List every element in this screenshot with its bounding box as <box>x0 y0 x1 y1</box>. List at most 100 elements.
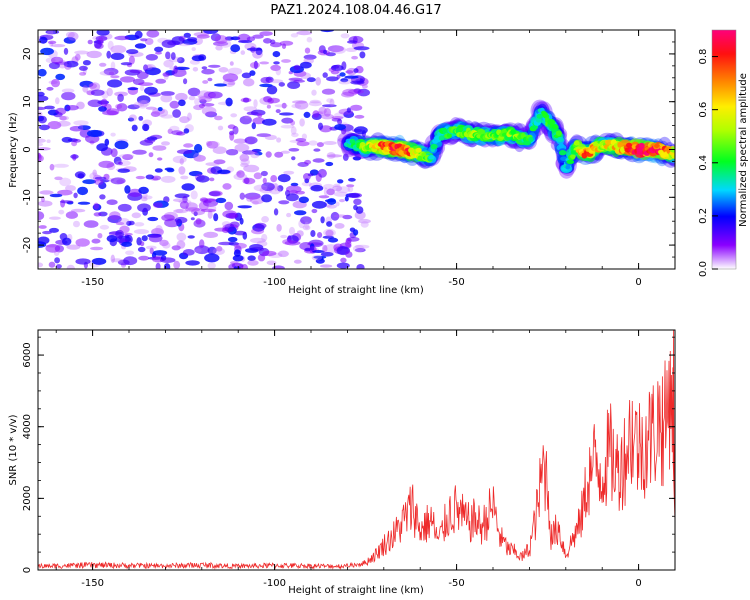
signal-blob <box>415 147 422 153</box>
noise-blob <box>301 133 307 140</box>
noise-blob <box>136 95 151 105</box>
colorbar-tick-label: 0.0 <box>698 261 709 277</box>
noise-blob <box>160 114 174 119</box>
noise-blob <box>288 148 300 152</box>
noise-blob <box>233 242 247 249</box>
noise-blob <box>172 155 187 164</box>
x-tick-label: 0 <box>635 277 641 288</box>
noise-blob <box>49 227 59 233</box>
noise-blob <box>175 92 188 102</box>
noise-blob <box>272 265 285 269</box>
noise-blob <box>209 92 221 98</box>
noise-blob <box>251 122 256 130</box>
noise-blob <box>63 37 76 44</box>
noise-blob <box>300 61 312 69</box>
noise-blob <box>107 215 122 224</box>
noise-blob <box>91 257 107 265</box>
noise-blob <box>252 49 263 59</box>
noise-blob <box>348 177 356 182</box>
noise-blob <box>185 260 200 266</box>
noise-blob <box>227 67 243 76</box>
signal-blob <box>565 164 571 170</box>
noise-blob <box>330 211 340 221</box>
noise-blob <box>290 126 297 135</box>
noise-blob <box>155 262 161 269</box>
noise-blob <box>138 186 149 194</box>
noise-blob <box>61 237 72 246</box>
noise-blob <box>144 67 161 76</box>
noise-blob <box>127 87 139 91</box>
noise-blob <box>236 170 245 178</box>
noise-blob <box>301 181 312 187</box>
noise-blob <box>273 208 279 216</box>
noise-blob <box>38 200 53 207</box>
noise-blob <box>317 168 327 178</box>
signal-blob <box>536 113 544 119</box>
noise-blob <box>304 47 311 54</box>
noise-blob <box>346 184 355 188</box>
signal-blob <box>510 129 516 135</box>
noise-blob <box>176 149 193 155</box>
noise-blob <box>138 255 150 261</box>
noise-blob <box>38 153 42 162</box>
noise-blob <box>277 185 284 192</box>
noise-blob <box>171 245 181 251</box>
colorbar-gradient <box>712 30 736 269</box>
noise-blob <box>54 257 60 264</box>
colorbar-tick-label: 0.8 <box>698 49 709 65</box>
noise-blob <box>39 190 54 195</box>
noise-blob <box>129 69 143 74</box>
noise-blob <box>201 68 215 75</box>
noise-blob <box>273 182 278 192</box>
noise-blob <box>353 204 358 211</box>
noise-blob <box>203 231 219 238</box>
noise-blob <box>318 122 323 130</box>
noise-blob <box>354 248 366 253</box>
noise-blob <box>217 169 231 174</box>
signal-blob <box>604 139 613 145</box>
noise-blob <box>338 80 351 85</box>
noise-blob <box>306 36 313 43</box>
noise-blob <box>323 108 332 117</box>
noise-blob <box>92 203 102 211</box>
noise-blob <box>215 45 223 51</box>
noise-blob <box>359 51 366 59</box>
noise-blob <box>207 262 216 269</box>
noise-blob <box>311 89 317 96</box>
snr-panel: -150 -100 -50 0 0 2000 4000 6000 Height of str… <box>8 329 676 596</box>
noise-blob <box>141 197 148 202</box>
noise-blob <box>127 117 135 122</box>
noise-blob <box>122 154 134 161</box>
noise-blob <box>145 245 157 250</box>
noise-blob <box>354 114 365 119</box>
spectrogram-y-ticks: -20 -10 0 10 20 <box>22 29 675 270</box>
noise-blob <box>117 203 132 212</box>
noise-blob <box>139 103 145 107</box>
noise-blob <box>191 47 196 52</box>
noise-blob <box>233 173 248 181</box>
noise-blob <box>334 124 346 131</box>
noise-blob <box>53 163 69 168</box>
signal-blob <box>528 136 534 142</box>
noise-blob <box>266 85 278 95</box>
snr-y-ticks: 0 2000 4000 6000 <box>22 336 675 573</box>
noise-blob <box>147 216 159 222</box>
noise-blob <box>38 95 49 102</box>
signal-blob <box>573 140 580 146</box>
noise-blob <box>148 234 163 243</box>
noise-blob <box>261 194 273 203</box>
noise-blob <box>233 249 241 257</box>
noise-blob <box>296 141 310 147</box>
noise-blob <box>143 64 149 72</box>
noise-blob <box>192 67 199 72</box>
noise-blob <box>304 221 310 230</box>
noise-blob <box>261 233 268 242</box>
noise-blob <box>243 106 258 112</box>
noise-blob <box>303 54 317 60</box>
noise-blob <box>103 67 119 76</box>
noise-blob <box>106 235 118 243</box>
noise-blob <box>77 186 89 196</box>
noise-blob <box>273 61 280 65</box>
noise-blob <box>213 41 229 47</box>
y-tick-label: 0 <box>22 146 33 152</box>
